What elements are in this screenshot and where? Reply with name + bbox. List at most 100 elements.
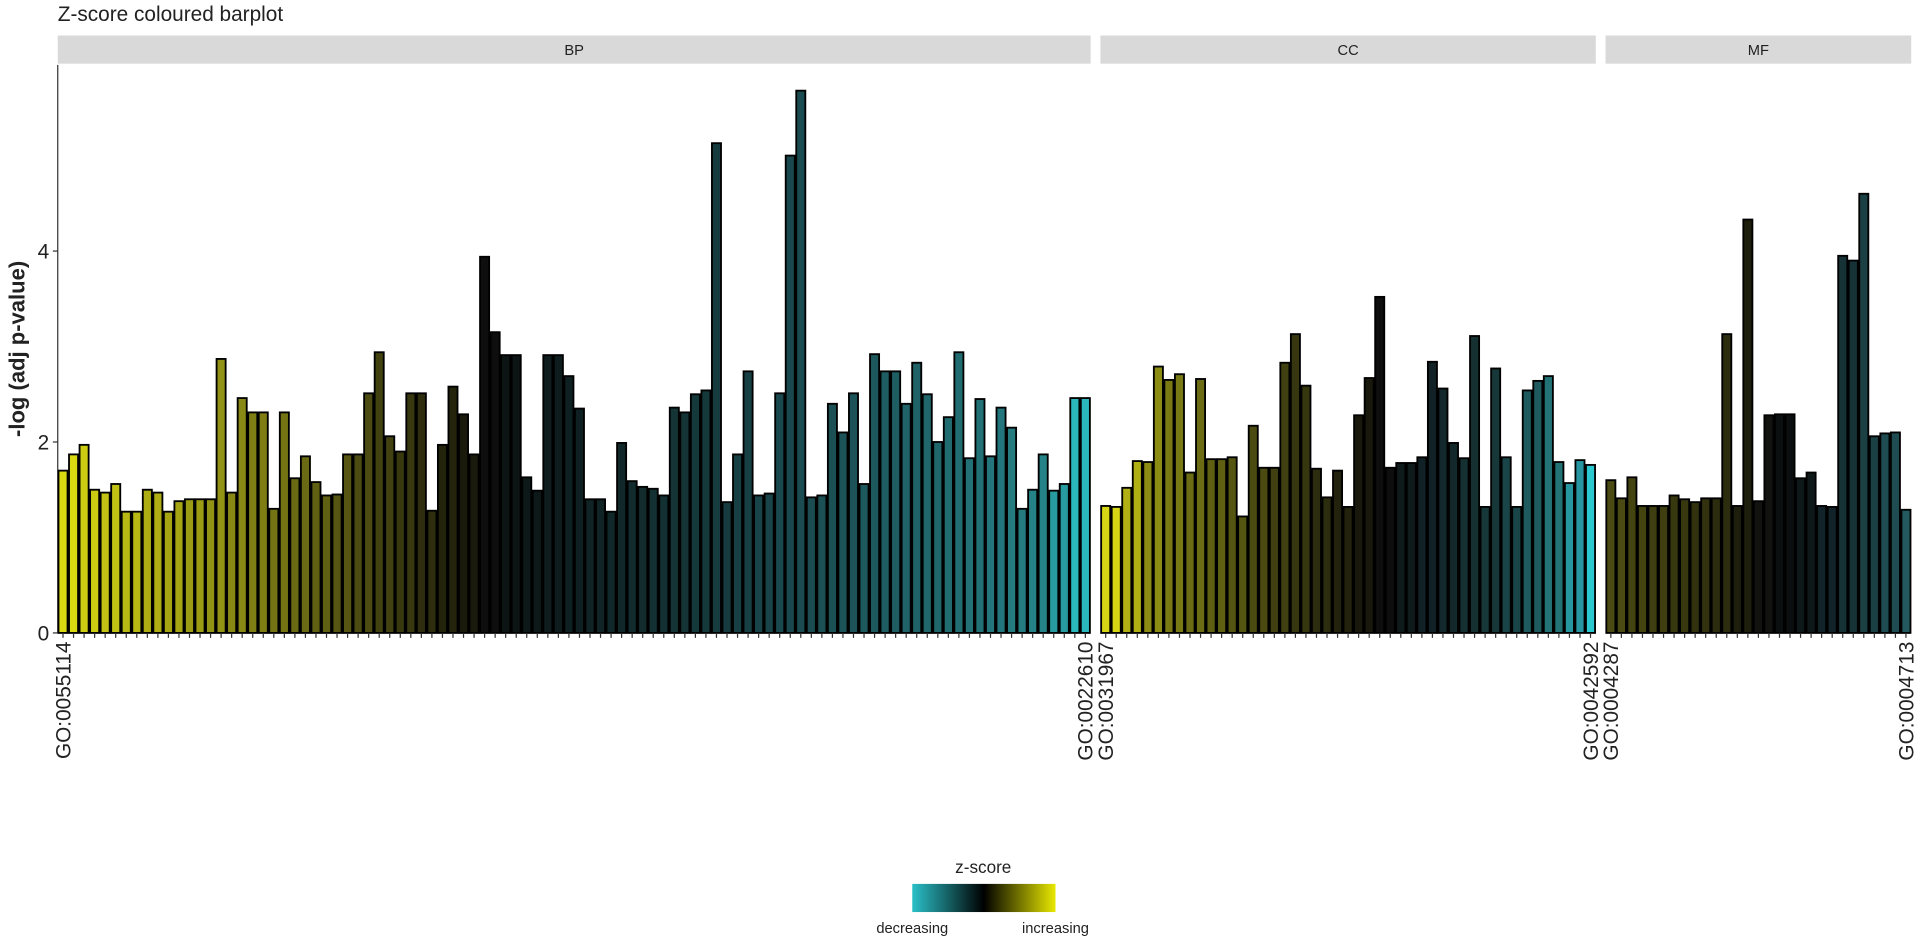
bar bbox=[436, 443, 448, 634]
x-tick-label: GO:0042592 bbox=[1580, 641, 1603, 760]
bar bbox=[1184, 471, 1196, 634]
bar bbox=[1900, 508, 1912, 634]
bar bbox=[1384, 466, 1396, 634]
x-tick-label: GO:0004287 bbox=[1600, 641, 1623, 760]
bar bbox=[858, 483, 870, 634]
bar bbox=[1816, 505, 1828, 634]
bar bbox=[1615, 497, 1627, 634]
bar bbox=[1247, 424, 1259, 634]
facet-strip bbox=[1605, 35, 1912, 64]
bar bbox=[542, 354, 554, 634]
bar bbox=[1216, 458, 1228, 634]
bar bbox=[637, 485, 649, 634]
bar bbox=[1458, 457, 1470, 634]
bar bbox=[99, 491, 111, 634]
bar bbox=[1542, 375, 1554, 634]
bar bbox=[120, 510, 132, 634]
bar bbox=[1100, 505, 1112, 634]
bar bbox=[1174, 373, 1185, 634]
bar bbox=[1689, 501, 1701, 634]
bar bbox=[489, 331, 501, 634]
legend-gradient bbox=[912, 883, 1056, 913]
bar bbox=[500, 354, 512, 634]
bar bbox=[658, 494, 670, 634]
bar bbox=[689, 393, 701, 634]
bar bbox=[78, 443, 90, 634]
bar bbox=[531, 489, 543, 634]
bar bbox=[774, 392, 786, 634]
bar bbox=[1858, 192, 1870, 634]
bar bbox=[1784, 413, 1796, 634]
bar bbox=[647, 487, 659, 634]
bar bbox=[1479, 505, 1491, 634]
bar bbox=[932, 441, 944, 634]
bar bbox=[299, 455, 311, 634]
bar bbox=[595, 498, 606, 634]
bar bbox=[226, 491, 238, 634]
bar bbox=[605, 510, 617, 634]
bar bbox=[763, 492, 775, 634]
bar bbox=[732, 453, 744, 634]
y-tick-label: 0 bbox=[38, 622, 50, 645]
bar bbox=[1037, 453, 1049, 634]
bar bbox=[1826, 505, 1838, 634]
bar bbox=[826, 402, 838, 634]
bar bbox=[1448, 442, 1459, 634]
bar bbox=[1721, 333, 1733, 634]
bar bbox=[1563, 482, 1575, 634]
bar bbox=[1805, 471, 1817, 634]
bar bbox=[995, 406, 1007, 634]
bar bbox=[1521, 389, 1533, 634]
bar bbox=[1195, 378, 1206, 634]
legend-high-label: increasing bbox=[1022, 921, 1089, 937]
bar bbox=[1774, 413, 1785, 634]
bar bbox=[1574, 459, 1586, 634]
bar bbox=[1300, 384, 1312, 634]
bar bbox=[1605, 479, 1617, 634]
bar bbox=[942, 416, 954, 634]
bar bbox=[1658, 505, 1669, 634]
bar bbox=[1585, 463, 1596, 634]
bar bbox=[1237, 515, 1249, 634]
y-axis-label: -log (adj p-value) bbox=[5, 261, 30, 437]
bar bbox=[1353, 414, 1365, 634]
bar bbox=[479, 255, 491, 634]
facet-label: CC bbox=[1337, 43, 1359, 59]
bar bbox=[742, 370, 754, 634]
bar bbox=[141, 488, 153, 634]
bar bbox=[184, 498, 195, 634]
bar bbox=[57, 469, 69, 634]
bar bbox=[1426, 360, 1438, 634]
bar bbox=[89, 488, 101, 634]
legend-low-label: decreasing bbox=[876, 921, 948, 937]
bar bbox=[1268, 466, 1280, 634]
bar bbox=[784, 154, 796, 634]
bar bbox=[1742, 218, 1754, 634]
bar bbox=[1847, 259, 1859, 634]
x-tick-label: GO:0022610 bbox=[1075, 641, 1098, 760]
bar bbox=[816, 494, 828, 634]
bar bbox=[563, 375, 575, 634]
y-tick-label: 4 bbox=[38, 240, 50, 263]
bar bbox=[616, 442, 628, 634]
bar bbox=[1710, 497, 1722, 634]
bar bbox=[668, 406, 680, 634]
bar bbox=[1511, 505, 1523, 634]
bar bbox=[1700, 497, 1712, 634]
bar bbox=[257, 411, 269, 634]
bar bbox=[1321, 496, 1333, 634]
bar bbox=[1048, 489, 1060, 634]
bar bbox=[584, 498, 596, 634]
bar bbox=[963, 457, 975, 634]
bar bbox=[1752, 500, 1764, 634]
bar bbox=[837, 431, 849, 634]
x-tick-label: GO:0004713 bbox=[1895, 641, 1918, 760]
bar bbox=[574, 407, 585, 634]
bar bbox=[700, 389, 712, 634]
bar bbox=[1027, 488, 1039, 634]
bar bbox=[1258, 466, 1270, 634]
bar bbox=[1679, 498, 1691, 634]
bar bbox=[278, 411, 290, 634]
bar bbox=[1205, 458, 1217, 634]
bar bbox=[1879, 432, 1891, 634]
